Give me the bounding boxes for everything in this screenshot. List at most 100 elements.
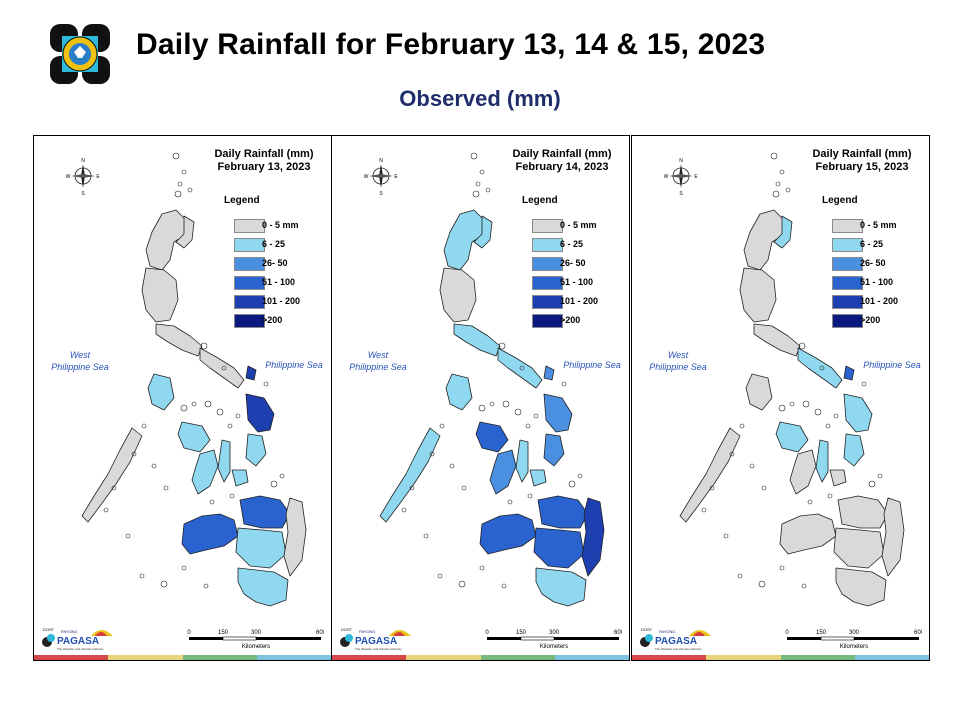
region-luzon-north — [443, 209, 485, 271]
legend-swatch — [234, 238, 265, 252]
small-island — [125, 533, 131, 539]
region-bohol — [529, 469, 547, 487]
region-panay — [177, 421, 211, 453]
compass-e-label: E — [694, 174, 698, 180]
philippines-rainfall-map — [679, 152, 905, 607]
legend-swatch — [532, 295, 563, 309]
stripe-segment — [706, 655, 781, 660]
region-cagayan-east — [175, 215, 195, 249]
small-island — [807, 499, 813, 505]
legend-label: 51 - 100 — [860, 277, 894, 287]
small-island — [181, 565, 187, 571]
legend-swatch — [832, 295, 863, 309]
scale-tick: 0 — [187, 630, 191, 636]
small-island — [479, 565, 485, 571]
pagasa-logo: DOST PAYONG PAGASA The Weather and Climate … — [637, 622, 717, 654]
region-mindanao-north — [537, 495, 589, 529]
dost-pagasa-seal-logo — [50, 24, 110, 84]
small-island — [172, 152, 180, 160]
legend-label: >200 — [560, 315, 581, 325]
compass-w-label: W — [364, 174, 369, 180]
region-bohol — [829, 469, 847, 487]
scale-unit: Kilometers — [840, 644, 868, 650]
small-island — [772, 190, 780, 198]
small-island — [729, 451, 735, 457]
small-island — [819, 365, 825, 371]
sea-label-line: Philippine Sea — [349, 362, 407, 372]
stripe-segment — [34, 655, 109, 660]
legend-swatch — [532, 219, 563, 233]
small-island — [827, 493, 833, 499]
scale-tick: 150 — [516, 630, 527, 636]
region-mindanao-north — [837, 495, 889, 529]
logo-pagasa: PAGASA — [57, 636, 99, 647]
small-island — [449, 463, 455, 469]
legend-label: >200 — [262, 315, 283, 325]
legend-swatch — [234, 314, 265, 328]
philippines-rainfall-map — [379, 152, 605, 607]
region-catanduanes — [843, 365, 855, 381]
legend-swatch — [832, 276, 863, 290]
small-island — [235, 413, 241, 419]
compass-n-label: N — [379, 158, 383, 164]
small-island — [227, 423, 233, 429]
stripe-segment — [256, 655, 331, 660]
legend-swatch — [234, 295, 265, 309]
scale-bar: 0 150 300 600 Kilometers — [184, 628, 326, 654]
logo-payong: PAYONG — [61, 629, 78, 634]
small-island — [221, 365, 227, 371]
scale-tick: 150 — [816, 630, 827, 636]
region-luzon-central — [739, 267, 777, 323]
color-stripe — [34, 655, 331, 660]
legend-swatch — [832, 314, 863, 328]
scale-unit: Kilometers — [242, 644, 270, 650]
panel-title-date: February 13, 2023 — [217, 161, 311, 173]
west-philippine-sea-label: West Philippine Sea — [50, 349, 110, 373]
scale-tick: 300 — [549, 630, 560, 636]
scale-tick: 300 — [849, 630, 860, 636]
small-island — [775, 181, 781, 187]
stripe-segment — [182, 655, 257, 660]
compass-rose-icon: N S E W — [664, 156, 699, 197]
legend-swatch — [234, 276, 265, 290]
small-island — [739, 423, 745, 429]
region-negros — [489, 449, 517, 495]
region-cagayan-east — [773, 215, 793, 249]
compass-n-label: N — [81, 158, 85, 164]
legend-label: 0 - 5 mm — [860, 220, 897, 230]
small-island — [519, 365, 525, 371]
small-island — [141, 423, 147, 429]
scale-unit: Kilometers — [540, 644, 568, 650]
small-island — [514, 408, 522, 416]
region-catanduanes — [245, 365, 257, 381]
region-zamboanga — [479, 513, 537, 555]
sea-label-line: West — [667, 350, 689, 360]
small-island — [204, 400, 212, 408]
legend-label: >200 — [860, 315, 881, 325]
small-island — [785, 187, 791, 193]
region-panay — [475, 421, 509, 453]
legend-label: 0 - 5 mm — [262, 220, 299, 230]
region-leyte — [543, 433, 565, 467]
small-island — [103, 507, 109, 513]
small-island — [502, 400, 510, 408]
stripe-segment — [332, 655, 407, 660]
legend-swatch — [532, 276, 563, 290]
scale-tick: 300 — [251, 630, 262, 636]
small-island — [209, 499, 215, 505]
scale-bar: 0 150 300 600 Kilometers — [482, 628, 624, 654]
small-island — [429, 451, 435, 457]
small-island — [701, 507, 707, 513]
scale-bar: 0 150 300 600 Kilometers — [782, 628, 924, 654]
region-samar — [843, 393, 873, 433]
legend-swatch — [832, 219, 863, 233]
region-luzon-south — [155, 323, 203, 357]
small-island — [485, 187, 491, 193]
region-mindanao-central — [833, 527, 885, 569]
scale-tick: 600 — [614, 630, 622, 636]
small-island — [470, 152, 478, 160]
philippines-rainfall-map — [81, 152, 307, 607]
region-mindanao-east — [283, 497, 307, 577]
stripe-segment — [854, 655, 929, 660]
stripe-segment — [480, 655, 555, 660]
